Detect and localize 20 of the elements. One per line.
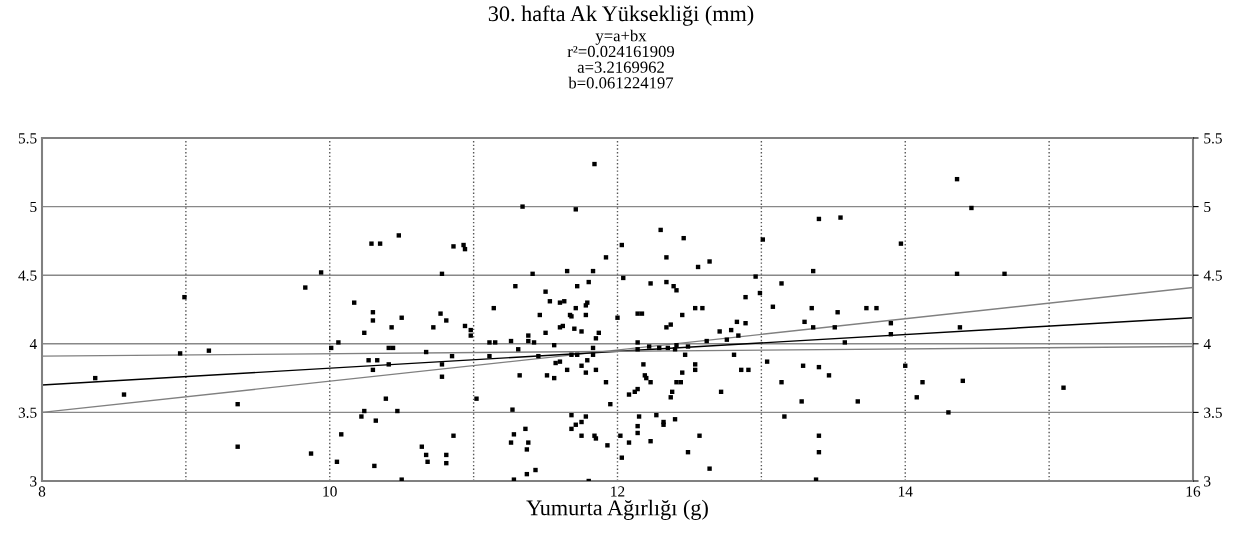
y-tick-label: 4 <box>29 339 37 350</box>
y2-tick-label: 5.5 <box>1204 133 1222 144</box>
x-tick-label: 10 <box>323 486 337 497</box>
x-tick-label: 14 <box>898 486 913 497</box>
x-axis-title: Yumurta Ağırlığı (g) <box>526 499 708 520</box>
y-tick-label: 5.5 <box>18 133 37 144</box>
y-tick-label: 3.5 <box>18 407 37 418</box>
y-tick-label: 5 <box>30 201 37 213</box>
chart-subtitle: y=a+bx r²=0.024161909 a=3.2169962 b=0.061224197 <box>567 29 675 89</box>
x-tick-label: 12 <box>611 486 625 497</box>
x-tick-label: 8 <box>38 486 46 497</box>
y-tick-label: 3 <box>30 476 37 487</box>
x-tick-label: 16 <box>1186 486 1201 497</box>
chart-title: 30. hafta Ak Yüksekliği (mm) <box>488 5 754 26</box>
y2-tick-label: 4.5 <box>1203 270 1222 281</box>
y2-tick-label: 5 <box>1204 201 1211 213</box>
y2-tick-label: 3.5 <box>1204 407 1222 418</box>
y-tick-label: 4.5 <box>18 270 37 281</box>
y2-tick-label: 4 <box>1203 339 1211 350</box>
y2-tick-label: 3 <box>1204 476 1211 487</box>
